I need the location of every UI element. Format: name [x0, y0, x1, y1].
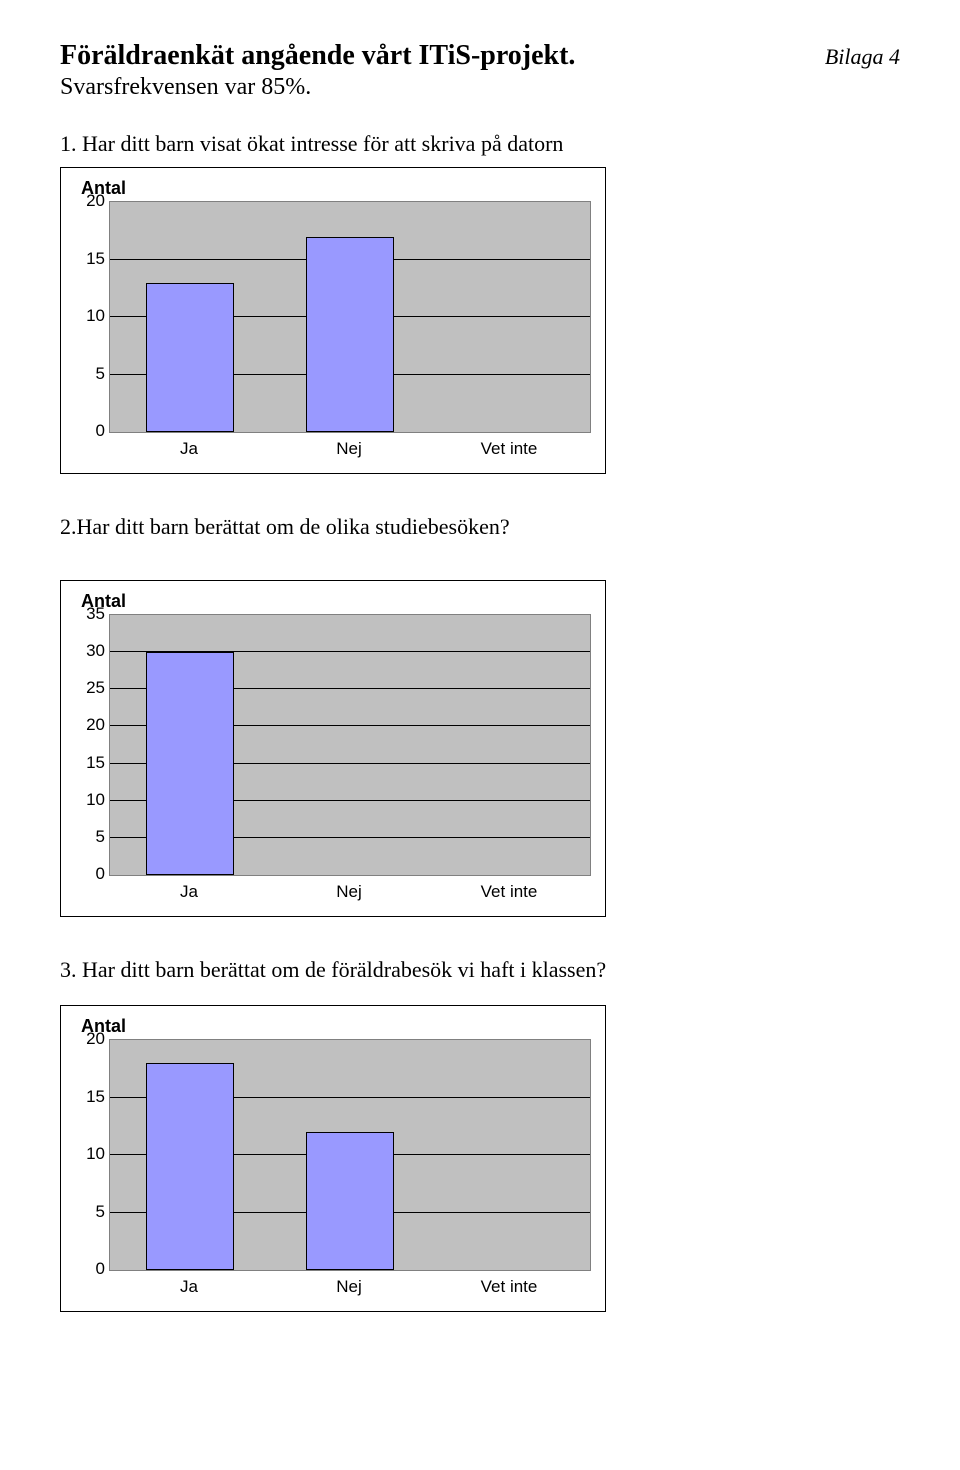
chart-title: Antal	[81, 178, 591, 199]
chart-plot	[109, 1039, 591, 1271]
x-label: Ja	[109, 1277, 269, 1297]
y-tick: 5	[96, 1202, 105, 1222]
page-title: Föräldraenkät angående vårt ITiS-projekt…	[60, 40, 575, 72]
y-tick: 10	[86, 790, 105, 810]
y-tick: 15	[86, 1087, 105, 1107]
chart-title: Antal	[81, 591, 591, 612]
page-subtitle: Svarsfrekvensen var 85%.	[60, 74, 900, 101]
appendix-label: Bilaga 4	[825, 44, 900, 70]
chart-title: Antal	[81, 1016, 591, 1037]
y-tick: 25	[86, 678, 105, 698]
chart-2-box: Antal 0 5 10 15 20 25 30 35 JaNejVet inte	[60, 580, 606, 917]
bar	[146, 283, 234, 433]
x-label: Ja	[109, 882, 269, 902]
y-tick: 35	[86, 604, 105, 624]
y-tick: 10	[86, 1144, 105, 1164]
y-tick: 15	[86, 753, 105, 773]
x-label: Nej	[269, 1277, 429, 1297]
y-tick: 0	[96, 421, 105, 441]
y-tick: 20	[86, 1029, 105, 1049]
y-tick: 10	[86, 306, 105, 326]
chart-plot	[109, 201, 591, 433]
y-tick: 20	[86, 191, 105, 211]
chart-plot	[109, 614, 591, 876]
x-label: Vet inte	[429, 439, 589, 459]
y-tick: 0	[96, 1259, 105, 1279]
x-label: Vet inte	[429, 1277, 589, 1297]
bar	[146, 1063, 234, 1270]
y-tick: 5	[96, 364, 105, 384]
y-tick: 30	[86, 641, 105, 661]
x-label: Vet inte	[429, 882, 589, 902]
question-3: 3. Har ditt barn berättat om de föräldra…	[60, 957, 900, 983]
bar	[306, 237, 394, 433]
y-tick: 15	[86, 249, 105, 269]
x-label: Nej	[269, 882, 429, 902]
y-tick: 5	[96, 827, 105, 847]
x-label: Nej	[269, 439, 429, 459]
bar	[306, 1132, 394, 1270]
chart-1-box: Antal 0 5 10 15 20 JaNejVet inte	[60, 167, 606, 474]
y-tick: 0	[96, 864, 105, 884]
x-label: Ja	[109, 439, 269, 459]
question-2: 2.Har ditt barn berättat om de olika stu…	[60, 514, 900, 540]
y-tick: 20	[86, 715, 105, 735]
bar	[146, 652, 234, 875]
chart-3-box: Antal 0 5 10 15 20 JaNejVet inte	[60, 1005, 606, 1312]
question-1: 1. Har ditt barn visat ökat intresse för…	[60, 131, 900, 157]
